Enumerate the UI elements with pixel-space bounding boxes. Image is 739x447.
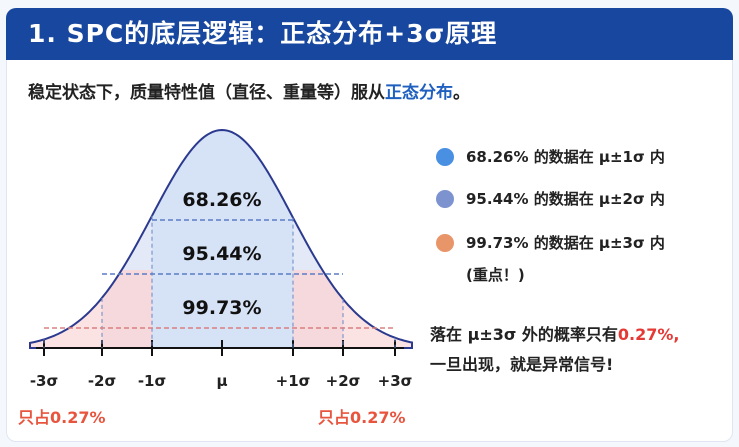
intro-highlight: 正态分布 bbox=[385, 83, 453, 103]
axis-label: -1σ bbox=[138, 372, 166, 390]
axis-label: -3σ bbox=[30, 372, 58, 390]
legend-dot bbox=[436, 233, 454, 252]
intro-end: 。 bbox=[453, 83, 470, 103]
note: 落在 μ±3σ 外的概率只有0.27%, 一旦出现，就是异常信号! bbox=[430, 320, 680, 380]
curve-line bbox=[29, 128, 413, 349]
legend-item: 68.26% 的数据在 μ±1σ 内 bbox=[436, 146, 665, 167]
legend-dot bbox=[436, 189, 454, 208]
legend-item: 95.44% 的数据在 μ±2σ 内 bbox=[436, 188, 665, 209]
axis-label: +1σ bbox=[276, 372, 311, 390]
tail-label: 只占0.27% bbox=[18, 408, 106, 427]
note-highlight: 0.27%, bbox=[617, 325, 680, 344]
legend-text: 99.73% 的数据在 μ±3σ 内 bbox=[466, 234, 665, 252]
band-label: 95.44% bbox=[182, 243, 261, 265]
note-line2: 一旦出现，就是异常信号! bbox=[430, 355, 614, 374]
tail-label: 只占0.27% bbox=[318, 408, 406, 427]
intro: 稳定状态下，质量特性值（直径、重量等）服从正态分布。 bbox=[28, 78, 470, 103]
axis-label: +2σ bbox=[326, 372, 361, 390]
legend-item: 99.73% 的数据在 μ±3σ 内 bbox=[436, 232, 665, 253]
axis-label: -2σ bbox=[88, 372, 116, 390]
axis-label: μ bbox=[216, 372, 227, 390]
axis-label: +3σ bbox=[378, 372, 413, 390]
header-title: 1. SPC的底层逻辑：正态分布+3σ原理 bbox=[6, 8, 733, 60]
band-label: 68.26% bbox=[182, 189, 261, 211]
legend-text: 68.26% 的数据在 μ±1σ 内 bbox=[466, 148, 665, 166]
note-text: 落在 μ±3σ 外的概率只有 bbox=[430, 325, 618, 344]
legend-text: 95.44% 的数据在 μ±2σ 内 bbox=[466, 190, 665, 208]
legend-note: (重点！) bbox=[466, 266, 525, 284]
intro-text: 稳定状态下，质量特性值（直径、重量等）服从 bbox=[28, 83, 385, 103]
legend-dot bbox=[436, 147, 454, 166]
card bbox=[6, 8, 733, 442]
band-label: 99.73% bbox=[182, 297, 261, 319]
